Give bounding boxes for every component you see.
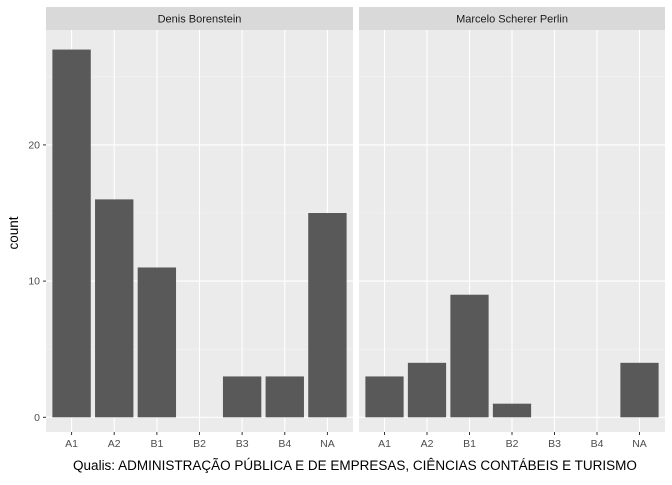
x-tick-label: NA (632, 438, 647, 450)
y-tick-label: 20 (28, 139, 40, 151)
x-tick-label: NA (320, 438, 335, 450)
x-tick-label: B3 (236, 438, 249, 450)
x-tick-label: B4 (591, 438, 604, 450)
y-tick-label: 0 (34, 412, 40, 424)
x-tick-label: A2 (421, 438, 434, 450)
bar-a1 (365, 376, 404, 418)
x-tick-label: B3 (548, 438, 561, 450)
bar-na (620, 362, 659, 418)
x-tick-label: B1 (150, 438, 163, 450)
x-tick-label: B2 (193, 438, 206, 450)
facet-strip (46, 7, 353, 30)
x-tick-label: A1 (65, 438, 78, 450)
x-tick-label: A2 (108, 438, 121, 450)
bar-b2 (492, 403, 532, 418)
facet-panel-2: Marcelo Scherer Perlin A1 A2 B1 B2 B3 B4 NA (359, 7, 665, 450)
facet-strip (359, 7, 665, 30)
facet-strip-label: Marcelo Scherer Perlin (456, 14, 568, 26)
bar-a2 (95, 199, 134, 418)
bar-b1 (450, 294, 489, 418)
facet-strip-label: Denis Borenstein (158, 14, 242, 26)
bar-b4 (265, 376, 304, 418)
x-tick-label: A1 (378, 438, 391, 450)
x-tick-label: B4 (278, 438, 291, 450)
y-axis-title: count (6, 216, 21, 249)
bar-na (308, 213, 347, 418)
facet-panel-1: Denis Borenstein A1 A2 B1 B2 B3 B4 NA 0 10 20 (28, 7, 353, 450)
bar-b3 (222, 376, 262, 418)
bar-b1 (137, 267, 177, 418)
x-axis-title: Qualis: ADMINISTRAÇÃO PÚBLICA E DE EMPRE… (73, 458, 637, 473)
x-tick-label: B2 (506, 438, 519, 450)
x-tick-label: B1 (463, 438, 476, 450)
bar-a2 (407, 362, 447, 418)
y-tick-label: 10 (28, 276, 40, 288)
bar-a1 (52, 49, 91, 418)
